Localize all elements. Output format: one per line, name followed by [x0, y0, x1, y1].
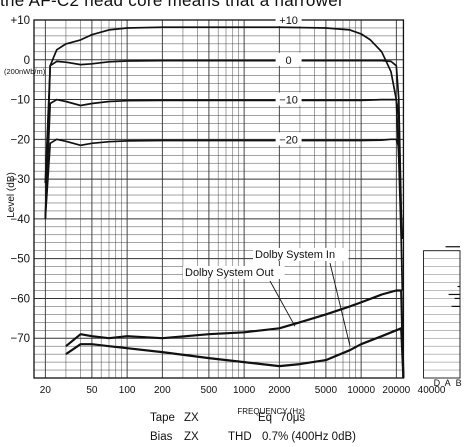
annotation-label: Dolby System In: [255, 249, 335, 261]
series-line--20: [44, 138, 404, 239]
curve-label: 0: [286, 55, 292, 67]
curve-label: −10: [279, 95, 298, 107]
x-tick-label: 20: [40, 385, 52, 396]
weighting-label: B: [456, 378, 462, 388]
annotation-label: Dolby System Out: [185, 267, 274, 279]
y-axis-label: Level (dB): [6, 172, 17, 218]
tape-value: ZX: [184, 412, 199, 424]
x-tick-label: 5000: [315, 385, 338, 396]
curve-label: +10: [279, 15, 298, 27]
x-axis-label: FREQUENCY (Hz): [237, 407, 305, 416]
thd-value: 0.7% (400Hz 0dB): [262, 431, 356, 443]
series-line-0: [44, 59, 404, 239]
x-tick-label: 10000: [347, 385, 375, 396]
y-tick-label: +10: [10, 15, 30, 27]
eq-value: 70μs: [280, 412, 306, 424]
tape-label: Tape: [150, 412, 175, 424]
chart-marks: [44, 26, 460, 379]
bias-label: Bias: [150, 431, 173, 443]
annotation-leader: [269, 280, 296, 327]
x-tick-label: 200: [154, 385, 171, 396]
x-tick-label: 20000: [382, 385, 410, 396]
curve-label-bg: [275, 13, 302, 26]
series-line--10: [44, 98, 404, 239]
y-tick-label: −40: [10, 214, 30, 226]
header-text: the AF-C2 head core means that a narrowe…: [0, 0, 344, 10]
curve-label-bg: [275, 92, 302, 106]
y-tick-label: 0: [24, 55, 30, 67]
x-tick-label: 40000: [418, 385, 446, 396]
series-line--10: [44, 26, 404, 291]
chart-axes: [33, 19, 461, 379]
y-tick-label: −20: [10, 134, 30, 146]
y-axis-unit-note: (200nWb/m): [4, 67, 46, 76]
x-tick-label: 100: [119, 385, 136, 396]
thd-label: THD: [228, 431, 252, 443]
plot-frame: [33, 19, 405, 379]
curve-label-bg: [275, 52, 302, 66]
y-tick-label: −70: [10, 333, 30, 345]
curve-label: −20: [279, 134, 298, 146]
annotation-leader: [329, 262, 351, 347]
y-tick-label: −10: [10, 95, 30, 107]
y-tick-label: −60: [10, 293, 30, 305]
x-tick-label: 1000: [233, 385, 256, 396]
weighting-label: D: [434, 378, 441, 388]
chart-labels: +10 0 −10 −20 −30 −40 −50 −60 −70 (200nWb/m) Level…: [4, 13, 462, 416]
x-tick-label: 500: [201, 385, 218, 396]
series-line-dolby-system-out: [65, 289, 405, 379]
x-tick-label: 2000: [268, 385, 291, 396]
series-line-dolby-system-in: [65, 327, 405, 379]
bias-value: ZX: [184, 431, 199, 443]
annotation-bg: [253, 248, 349, 261]
y-tick-label: −30: [10, 174, 30, 186]
y-tick-label: −50: [10, 254, 30, 266]
curve-label-bg: [275, 132, 302, 146]
eq-label: Eq: [258, 412, 273, 424]
weighting-label: A: [445, 378, 451, 388]
annotation-bg: [183, 266, 285, 279]
weighting-box: [423, 250, 461, 379]
x-tick-label: 50: [86, 385, 98, 396]
